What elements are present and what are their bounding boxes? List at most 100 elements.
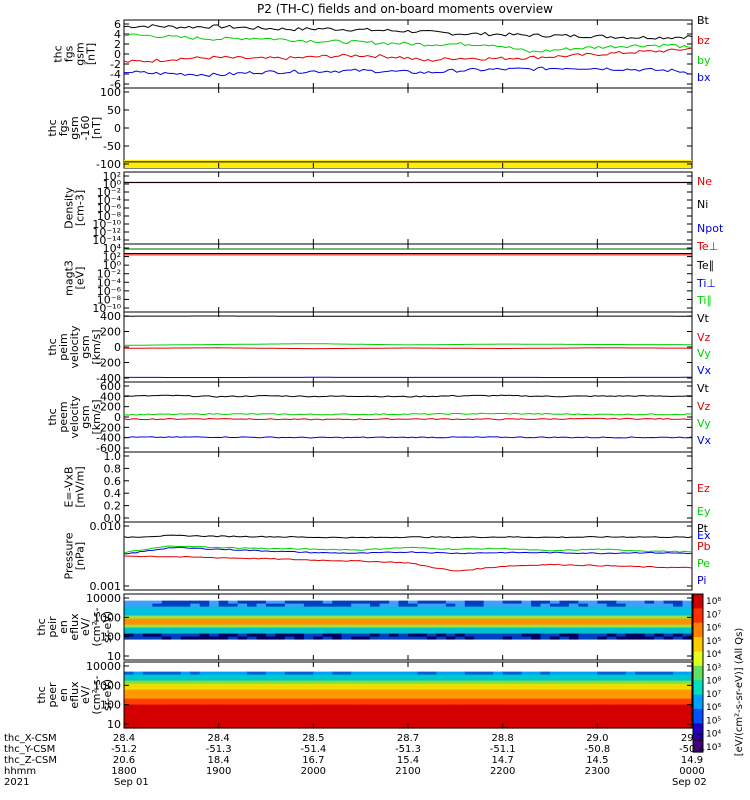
spectrogram-cell — [171, 648, 182, 652]
spectrogram-cell — [426, 654, 437, 658]
spectrogram-cell — [124, 639, 135, 643]
spectrogram-cell — [417, 609, 428, 613]
spectrogram-cell — [408, 618, 419, 622]
spectrogram-cell — [550, 627, 561, 631]
spectrogram-cell — [474, 671, 485, 675]
spectrogram-cell — [190, 698, 201, 702]
spectrogram-cell — [303, 594, 314, 598]
spectrogram-cell — [124, 624, 135, 628]
spectrogram-cell — [474, 716, 485, 720]
spectrogram-cell — [436, 707, 447, 711]
spectrogram-cell — [540, 636, 551, 640]
spectrogram-cell — [152, 683, 163, 687]
spectrogram-cell — [209, 683, 220, 687]
spectrogram-cell — [256, 707, 267, 711]
spectrogram-cell — [606, 674, 617, 678]
spectrogram-cell — [332, 618, 343, 622]
spectrogram-cell — [275, 621, 286, 625]
spectrogram-cell — [275, 654, 286, 658]
spectrogram-cell — [673, 725, 684, 729]
spectrogram-cell — [180, 701, 191, 705]
spectrogram-cell — [180, 600, 191, 604]
spectrogram-cell — [303, 701, 314, 705]
spectrogram-cell — [531, 668, 542, 672]
spectrogram-cell — [587, 695, 598, 699]
spectrogram-cell — [294, 597, 305, 601]
spectrogram-cell — [559, 642, 570, 646]
spectrogram-cell — [152, 597, 163, 601]
spectrogram-cell — [275, 707, 286, 711]
spectrogram-cell — [341, 722, 352, 726]
spectrogram-cell — [436, 612, 447, 616]
spectrogram-cell — [228, 609, 239, 613]
spectrogram-cell — [417, 624, 428, 628]
colorbar-segment — [693, 680, 703, 696]
spectrogram-cell — [266, 713, 277, 717]
spectrogram-cell — [190, 627, 201, 631]
spectrogram-cell — [606, 713, 617, 717]
spectrogram-cell — [199, 642, 210, 646]
spectrogram-cell — [266, 686, 277, 690]
spectrogram-cell — [616, 609, 627, 613]
spectrogram-cell — [180, 624, 191, 628]
spectrogram-cell — [199, 692, 210, 696]
spectrogram-cell — [228, 654, 239, 658]
spectrogram-cell — [445, 704, 456, 708]
spectrogram-cell — [436, 651, 447, 655]
spectrogram-cell — [408, 716, 419, 720]
y-tick-label: 10⁻⁴ — [97, 276, 122, 289]
spectrogram-cell — [474, 627, 485, 631]
spectrogram-cell — [313, 686, 324, 690]
spectrogram-cell — [161, 722, 172, 726]
spectrogram-cell — [161, 627, 172, 631]
spectrogram-cell — [417, 713, 428, 717]
spectrogram-cell — [606, 621, 617, 625]
spectrogram-cell — [228, 680, 239, 684]
spectrogram-cell — [408, 704, 419, 708]
spectrogram-cell — [161, 651, 172, 655]
spectrogram-cell — [540, 594, 551, 598]
spectrogram-cell — [408, 677, 419, 681]
spectrogram-cell — [464, 648, 475, 652]
spectrogram-cell — [398, 713, 409, 717]
spectrogram-cell — [559, 665, 570, 669]
spectrogram-cell — [171, 633, 182, 637]
spectrogram-cell — [455, 642, 466, 646]
spectrogram-cell — [408, 624, 419, 628]
spectrogram-cell — [426, 603, 437, 607]
spectrogram-cell — [408, 636, 419, 640]
spectrogram-cell — [597, 597, 608, 601]
spectrogram-cell — [597, 639, 608, 643]
spectrogram-cell — [445, 725, 456, 729]
spectrogram-cell — [512, 725, 523, 729]
spectrogram-cell — [464, 680, 475, 684]
spectrogram-cell — [568, 662, 579, 666]
spectrogram-cell — [294, 683, 305, 687]
ephemeris-value: 2300 — [585, 766, 610, 777]
spectrogram-cell — [464, 636, 475, 640]
spectrogram-cell — [332, 636, 343, 640]
spectrogram-cell — [237, 710, 248, 714]
y-tick-label: 50 — [107, 104, 121, 117]
spectrogram-cell — [332, 671, 343, 675]
spectrogram-cell — [512, 609, 523, 613]
spectrogram-cell — [559, 639, 570, 643]
spectrogram-cell — [445, 654, 456, 658]
spectrogram-cell — [663, 677, 674, 681]
ephemeris-value: 14.9 — [681, 755, 703, 766]
spectrogram-cell — [199, 594, 210, 598]
spectrogram-cell — [464, 686, 475, 690]
spectrogram-cell — [313, 722, 324, 726]
spectrogram-cell — [474, 639, 485, 643]
spectrogram-cell — [199, 677, 210, 681]
spectrogram-cell — [550, 624, 561, 628]
spectrogram-cell — [237, 716, 248, 720]
spectrogram-cell — [663, 683, 674, 687]
spectrogram-cell — [171, 689, 182, 693]
spectrogram-cell — [171, 594, 182, 598]
spectrogram-cell — [142, 594, 153, 598]
spectrogram-cell — [625, 657, 636, 661]
spectrogram-cell — [398, 692, 409, 696]
spectrogram-cell — [275, 674, 286, 678]
spectrogram-cell — [341, 701, 352, 705]
